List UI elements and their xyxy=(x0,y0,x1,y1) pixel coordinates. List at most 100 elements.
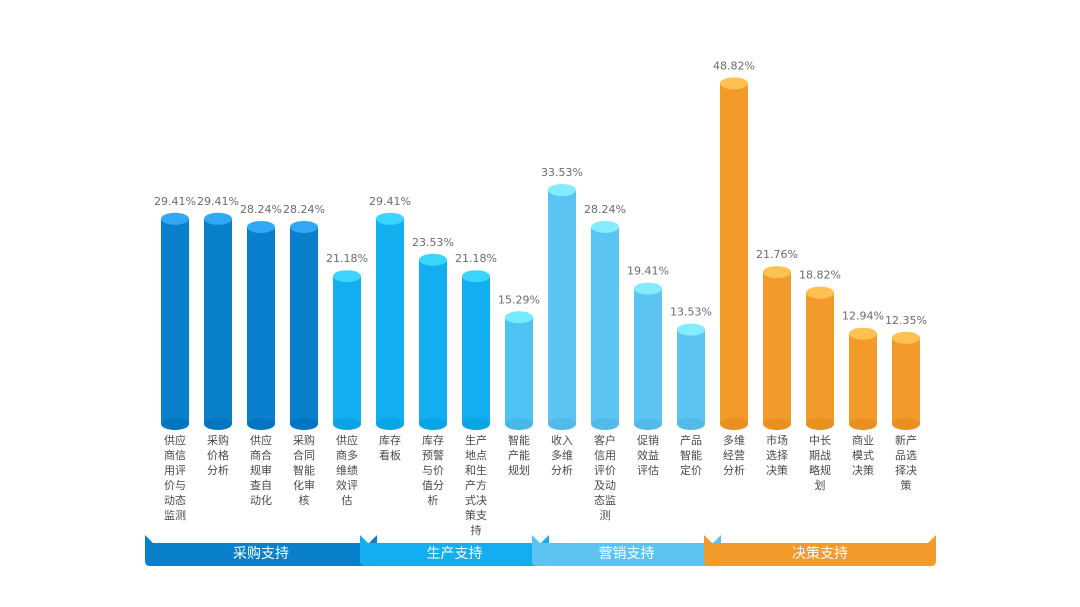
labels-layer: 29.41% 供应商信用评价与动态监测 29.41% 采购价格分析 28.24% 供应商合… xyxy=(154,59,927,537)
bar xyxy=(333,270,361,430)
category-label-line: 多维 xyxy=(723,433,745,447)
category-label: 库存看板 xyxy=(379,433,401,462)
bar xyxy=(806,286,834,430)
bar-body xyxy=(677,329,705,424)
category-label: 客户信用评价及动态监测 xyxy=(594,433,616,522)
bar xyxy=(462,270,490,430)
bar-base xyxy=(376,418,404,430)
category-label-line: 化审 xyxy=(293,478,315,492)
data-label: 28.24% xyxy=(584,203,626,216)
bar-cap xyxy=(720,77,748,90)
bar-cap xyxy=(591,220,619,233)
category-label-line: 效评 xyxy=(336,478,358,492)
category-label-line: 用评 xyxy=(164,464,186,477)
category-label-line: 与价 xyxy=(422,464,444,477)
bar-base xyxy=(161,418,189,430)
category-label-line: 决策 xyxy=(766,463,788,477)
bar-body xyxy=(806,292,834,424)
category-label-line: 市场 xyxy=(766,433,788,447)
category-label-line: 持 xyxy=(471,523,482,537)
bar-cap xyxy=(333,270,361,283)
data-label: 19.41% xyxy=(627,265,669,278)
bar-body xyxy=(462,276,490,424)
bar-base xyxy=(634,418,662,430)
bar-body xyxy=(720,83,748,424)
bar xyxy=(720,77,748,430)
category-label-line: 采购 xyxy=(207,433,229,447)
bar xyxy=(247,220,275,430)
bar-cap xyxy=(892,331,920,344)
category-label-line: 商合 xyxy=(250,448,272,462)
category-label-line: 评估 xyxy=(637,464,659,477)
data-label: 21.18% xyxy=(455,252,497,265)
bar-body xyxy=(505,317,533,424)
data-label: 12.35% xyxy=(885,314,927,327)
category-label-line: 促销 xyxy=(637,433,659,447)
category-label-line: 合同 xyxy=(293,448,315,462)
bar xyxy=(591,220,619,430)
bar-base xyxy=(591,418,619,430)
category-label-line: 查自 xyxy=(250,478,272,492)
category-label-line: 和生 xyxy=(465,463,487,477)
category-label-line: 分析 xyxy=(723,463,745,477)
category-label: 供应商信用评价与动态监测 xyxy=(164,433,186,522)
bar-base xyxy=(548,418,576,430)
category-label-line: 划 xyxy=(815,479,826,492)
group-label: 决策支持 xyxy=(792,545,848,562)
bar-body xyxy=(634,288,662,424)
group-label: 营销支持 xyxy=(599,546,655,562)
category-label-line: 供应 xyxy=(250,433,272,447)
bar xyxy=(290,220,318,430)
category-label: 库存预警与价值分析 xyxy=(422,433,444,507)
bar-cap xyxy=(376,212,404,225)
category-label-line: 看板 xyxy=(379,448,401,462)
bar-body xyxy=(591,226,619,424)
bar xyxy=(419,253,447,430)
category-label-line: 商业 xyxy=(852,433,874,447)
group-banner-shape xyxy=(704,535,936,566)
data-label: 12.94% xyxy=(842,310,884,323)
category-label-line: 规划 xyxy=(508,463,530,477)
data-label: 28.24% xyxy=(240,203,282,216)
category-label-line: 产品 xyxy=(680,433,702,447)
bar xyxy=(849,327,877,430)
category-label-line: 效益 xyxy=(637,448,659,462)
bar-body xyxy=(247,226,275,424)
bar-cap xyxy=(548,184,576,197)
category-label-line: 产方 xyxy=(465,478,487,492)
category-label-line: 核 xyxy=(299,493,310,507)
data-label: 29.41% xyxy=(369,195,411,208)
category-label-line: 策支 xyxy=(465,508,487,522)
data-label: 23.53% xyxy=(412,236,454,249)
bar-cap xyxy=(677,323,705,336)
category-label: 产品智能定价 xyxy=(680,433,702,477)
group-banner-shape xyxy=(360,535,549,566)
category-label-line: 动态 xyxy=(164,494,186,507)
category-label: 供应商多维绩效评估 xyxy=(336,433,358,507)
category-label-line: 维绩 xyxy=(336,464,358,477)
category-label-line: 值分 xyxy=(422,479,444,492)
category-label-line: 规审 xyxy=(250,463,272,477)
bar-base xyxy=(849,418,877,430)
category-label-line: 库存 xyxy=(422,433,444,447)
group-banner: 采购支持 xyxy=(145,535,377,566)
category-label-line: 决策 xyxy=(852,463,874,477)
bar-cap xyxy=(419,253,447,266)
category-label-line: 库存 xyxy=(379,433,401,447)
bar-body xyxy=(419,259,447,424)
bar-base xyxy=(763,418,791,430)
group-banner: 决策支持 xyxy=(704,535,936,566)
category-label: 促销效益评估 xyxy=(637,433,659,477)
category-label-line: 多维 xyxy=(551,448,573,462)
category-label: 新产品选择决策 xyxy=(895,433,917,492)
category-label-line: 期战 xyxy=(809,449,831,462)
bar-body xyxy=(849,333,877,424)
category-label-line: 新产 xyxy=(895,433,917,447)
bar-body xyxy=(204,218,232,424)
bar xyxy=(892,331,920,430)
bar-cap xyxy=(161,212,189,225)
category-label-line: 定价 xyxy=(680,463,702,477)
bar-base xyxy=(505,418,533,430)
data-label: 15.29% xyxy=(498,293,540,306)
category-label-line: 收入 xyxy=(551,433,573,447)
